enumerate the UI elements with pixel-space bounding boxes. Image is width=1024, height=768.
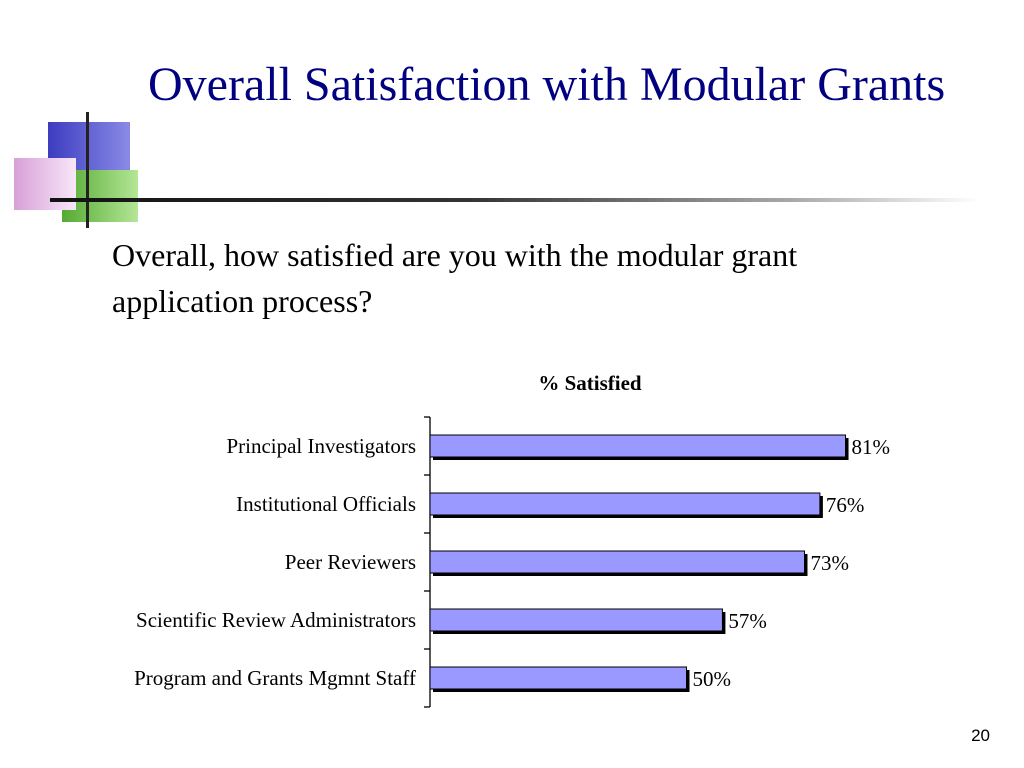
value-label: 57% <box>728 609 767 633</box>
value-label: 50% <box>693 667 732 691</box>
satisfaction-bar-chart: % Satisfied Principal Investigators 81% In… <box>134 371 891 708</box>
category-label: Institutional Officials <box>236 492 416 516</box>
deco-pink-square <box>14 158 76 210</box>
category-label: Program and Grants Mgmnt Staff <box>134 666 416 690</box>
value-label: 81% <box>852 435 891 459</box>
survey-question: Overall, how satisfied are you with the … <box>112 237 798 319</box>
bar <box>429 666 687 690</box>
bar <box>429 492 821 516</box>
page-number: 20 <box>971 726 990 745</box>
value-label: 73% <box>810 551 849 575</box>
category-label: Principal Investigators <box>226 434 416 458</box>
bar <box>429 608 723 632</box>
deco-vertical-line <box>86 112 89 228</box>
title-divider <box>50 198 980 202</box>
category-label: Scientific Review Administrators <box>136 608 416 632</box>
bar <box>429 434 847 458</box>
chart-title: % Satisfied <box>538 371 642 395</box>
decorative-squares <box>14 112 138 228</box>
bar <box>429 550 805 574</box>
value-label: 76% <box>826 493 865 517</box>
category-label: Peer Reviewers <box>285 550 416 574</box>
slide-title: Overall Satisfaction with Modular Grants <box>148 58 946 111</box>
